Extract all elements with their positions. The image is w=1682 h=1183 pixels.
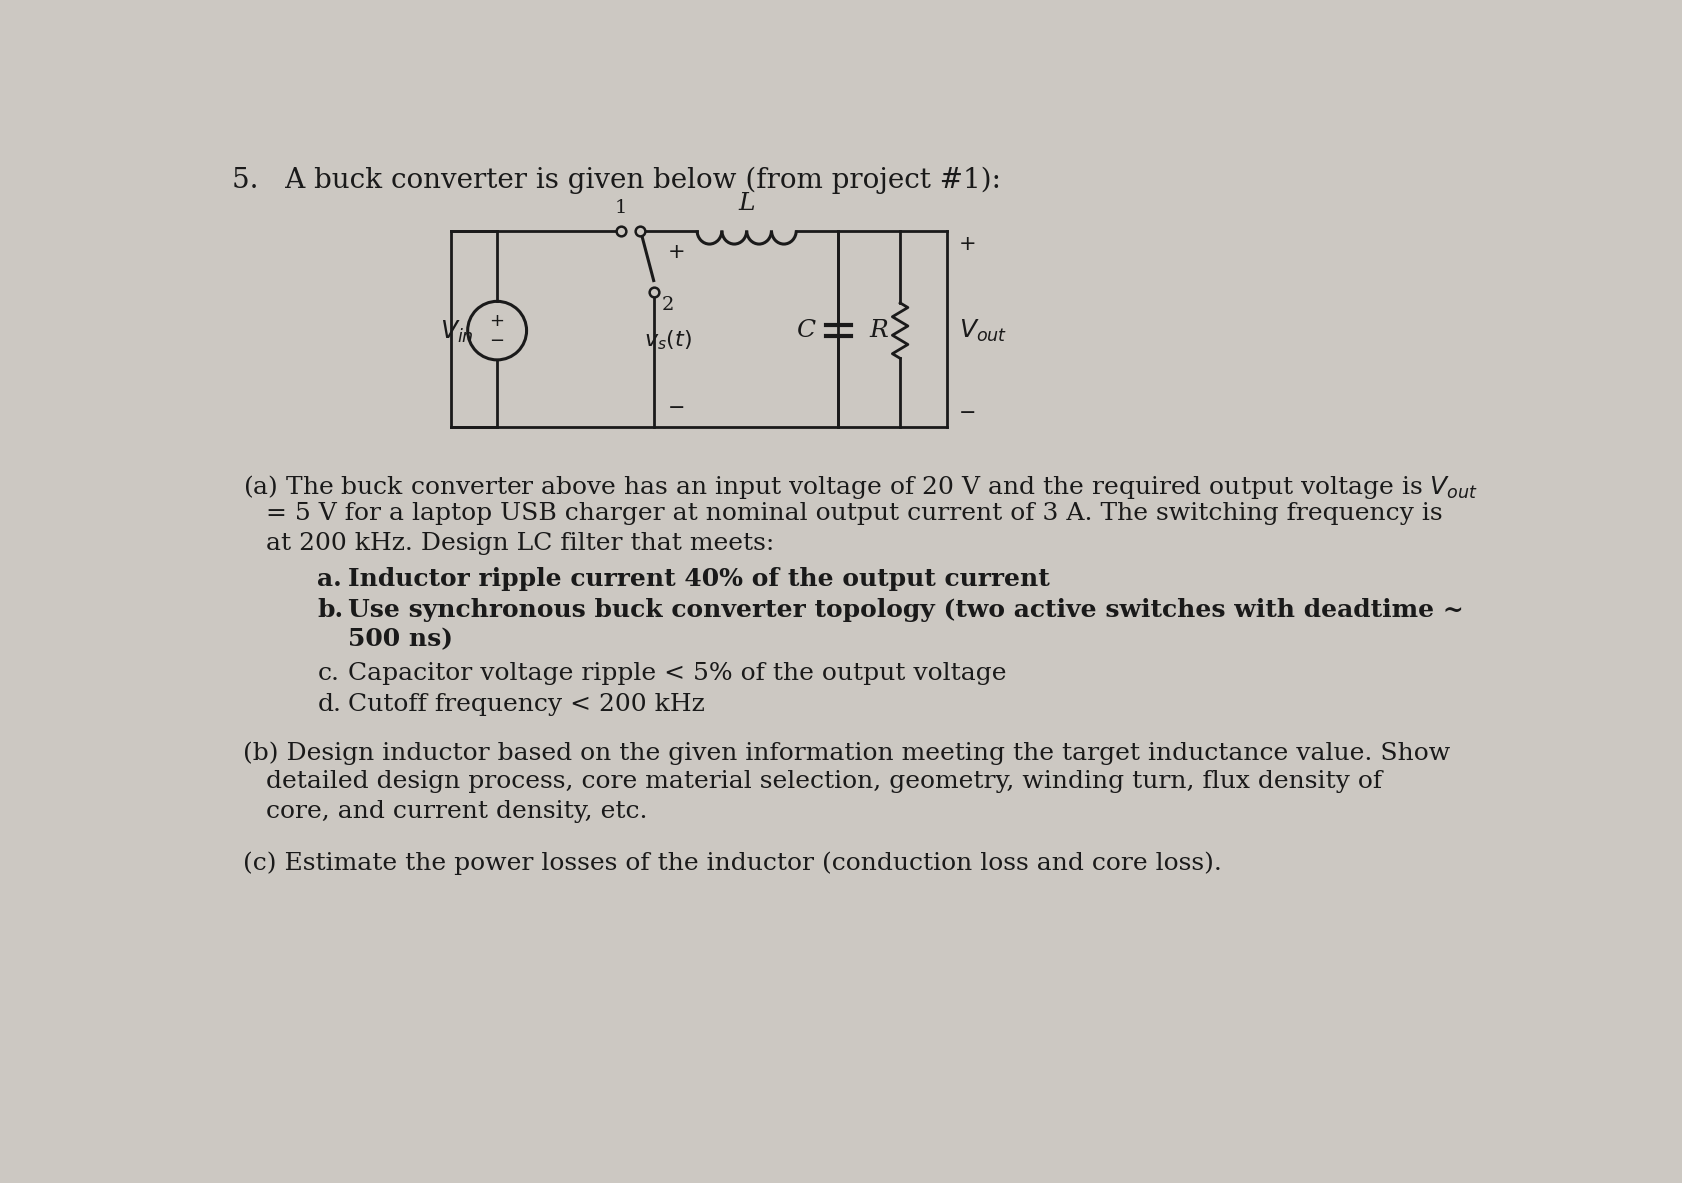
Text: 5.   A buck converter is given below (from project #1):: 5. A buck converter is given below (from…: [232, 167, 1001, 194]
Text: 500 ns): 500 ns): [348, 627, 452, 651]
Text: 2: 2: [661, 296, 673, 313]
Text: at 200 kHz. Design LC filter that meets:: at 200 kHz. Design LC filter that meets:: [266, 531, 774, 555]
Text: (b) Design inductor based on the given information meeting the target inductance: (b) Design inductor based on the given i…: [242, 741, 1450, 764]
Text: (c) Estimate the power losses of the inductor (conduction loss and core loss).: (c) Estimate the power losses of the ind…: [242, 852, 1221, 875]
Text: +: +: [489, 312, 505, 330]
Text: −: −: [489, 332, 505, 350]
Text: = 5 V for a laptop USB charger at nominal output current of 3 A. The switching f: = 5 V for a laptop USB charger at nomina…: [266, 503, 1441, 525]
Text: a.: a.: [318, 567, 341, 592]
Text: Capacitor voltage ripple < 5% of the output voltage: Capacitor voltage ripple < 5% of the out…: [348, 662, 1006, 685]
Text: +: +: [668, 243, 685, 263]
Text: −: −: [959, 403, 976, 424]
Text: Use synchronous buck converter topology (two active switches with deadtime ~: Use synchronous buck converter topology …: [348, 597, 1463, 622]
Text: (a) The buck converter above has an input voltage of 20 V and the required outpu: (a) The buck converter above has an inpu…: [242, 473, 1477, 502]
Text: R: R: [868, 319, 888, 342]
Text: $V_{out}$: $V_{out}$: [959, 317, 1008, 344]
Text: −: −: [668, 399, 685, 419]
Text: C: C: [796, 319, 814, 342]
Text: $V_{in}$: $V_{in}$: [439, 319, 473, 345]
Text: c.: c.: [318, 662, 340, 685]
Text: L: L: [738, 192, 755, 215]
Text: +: +: [959, 234, 976, 254]
Text: Inductor ripple current 40% of the output current: Inductor ripple current 40% of the outpu…: [348, 567, 1050, 592]
Text: core, and current density, etc.: core, and current density, etc.: [266, 800, 648, 822]
Text: 1: 1: [614, 199, 627, 216]
Text: b.: b.: [318, 597, 343, 622]
Text: detailed design process, core material selection, geometry, winding turn, flux d: detailed design process, core material s…: [266, 770, 1381, 794]
Text: d.: d.: [318, 693, 341, 716]
Text: $v_s(t)$: $v_s(t)$: [643, 329, 691, 353]
Text: Cutoff frequency < 200 kHz: Cutoff frequency < 200 kHz: [348, 693, 705, 716]
